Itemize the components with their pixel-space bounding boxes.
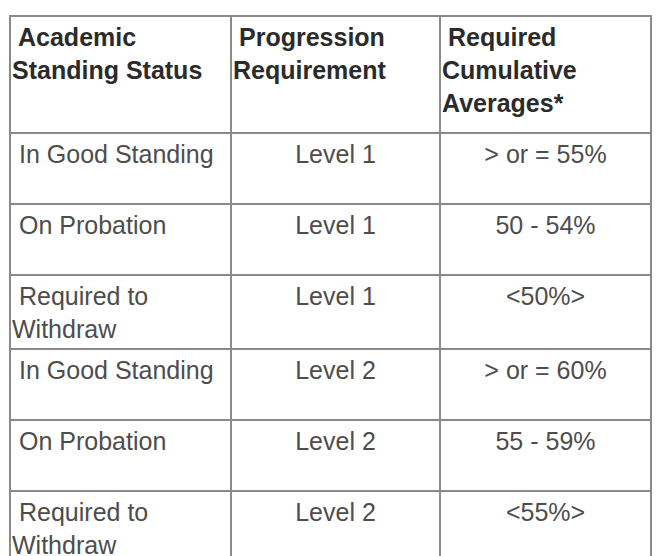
table-row: Required to Withdraw Level 1 <50%> bbox=[10, 275, 651, 349]
table-row: In Good Standing Level 1 > or = 55% bbox=[10, 133, 651, 204]
table-row: On Probation Level 2 55 - 59% bbox=[10, 420, 651, 491]
average-cell: > or = 60% bbox=[440, 349, 651, 420]
column-header-academic-standing-status: Academic Standing Status bbox=[10, 16, 231, 133]
level-cell: Level 1 bbox=[231, 133, 440, 204]
level-cell: Level 2 bbox=[231, 491, 440, 556]
status-cell: Required to Withdraw bbox=[10, 491, 231, 556]
academic-standing-table: Academic Standing Status Progression Req… bbox=[9, 15, 652, 556]
table-row: In Good Standing Level 2 > or = 60% bbox=[10, 349, 651, 420]
table-row: Required to Withdraw Level 2 <55%> bbox=[10, 491, 651, 556]
average-cell: 50 - 54% bbox=[440, 204, 651, 275]
status-cell: On Probation bbox=[10, 204, 231, 275]
page-canvas: Academic Standing Status Progression Req… bbox=[0, 0, 658, 556]
status-cell: In Good Standing bbox=[10, 133, 231, 204]
average-cell: <50%> bbox=[440, 275, 651, 349]
table-row: On Probation Level 1 50 - 54% bbox=[10, 204, 651, 275]
level-cell: Level 2 bbox=[231, 420, 440, 491]
average-cell: 55 - 59% bbox=[440, 420, 651, 491]
average-cell: <55%> bbox=[440, 491, 651, 556]
status-cell: On Probation bbox=[10, 420, 231, 491]
level-cell: Level 1 bbox=[231, 204, 440, 275]
column-header-required-cumulative-averages: Required Cumulative Averages* bbox=[440, 16, 651, 133]
average-cell: > or = 55% bbox=[440, 133, 651, 204]
column-header-progression-requirement: Progression Requirement bbox=[231, 16, 440, 133]
header-row: Academic Standing Status Progression Req… bbox=[10, 16, 651, 133]
status-cell: In Good Standing bbox=[10, 349, 231, 420]
level-cell: Level 1 bbox=[231, 275, 440, 349]
table-body: In Good Standing Level 1 > or = 55% On P… bbox=[10, 133, 651, 556]
level-cell: Level 2 bbox=[231, 349, 440, 420]
table-header: Academic Standing Status Progression Req… bbox=[10, 16, 651, 133]
status-cell: Required to Withdraw bbox=[10, 275, 231, 349]
